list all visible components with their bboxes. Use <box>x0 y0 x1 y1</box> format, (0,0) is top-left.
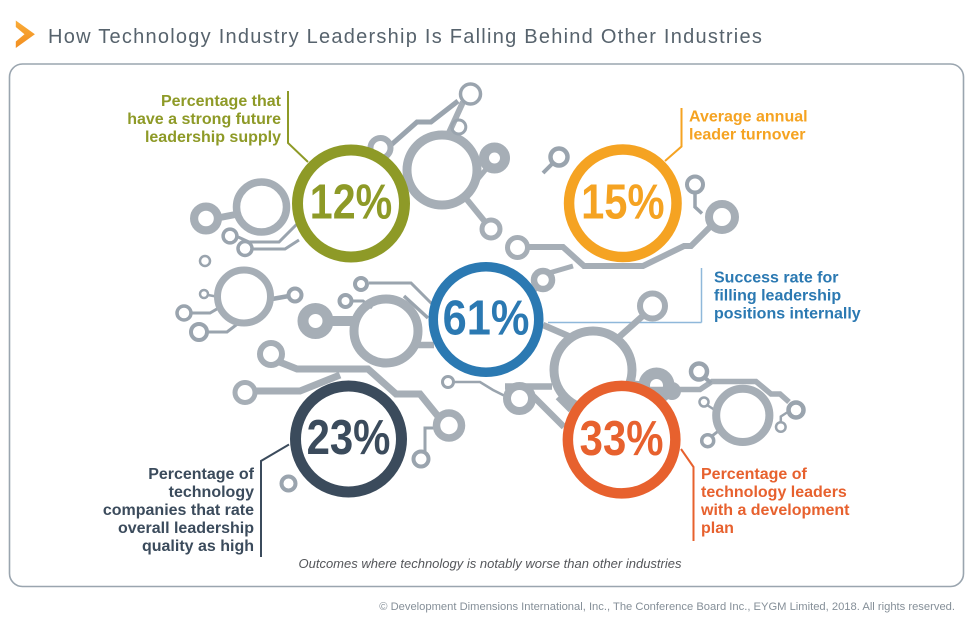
svg-text:filling leadership: filling leadership <box>714 288 841 305</box>
svg-text:leader turnover: leader turnover <box>689 127 805 144</box>
svg-text:with a development: with a development <box>700 502 850 519</box>
svg-text:Percentage that: Percentage that <box>161 93 282 110</box>
svg-text:15%: 15% <box>581 174 664 229</box>
svg-text:23%: 23% <box>307 410 391 465</box>
svg-text:How Technology Industry Leader: How Technology Industry Leadership Is Fa… <box>48 26 763 48</box>
svg-text:technology: technology <box>169 484 254 501</box>
svg-text:Success rate for: Success rate for <box>714 270 839 287</box>
svg-text:have a strong future: have a strong future <box>127 111 281 128</box>
svg-text:quality as high: quality as high <box>142 538 254 555</box>
svg-text:plan: plan <box>701 520 734 537</box>
svg-text:61%: 61% <box>443 290 530 345</box>
svg-text:leadership supply: leadership supply <box>145 129 281 146</box>
svg-text:Percentage of: Percentage of <box>701 466 807 483</box>
svg-text:companies that rate: companies that rate <box>103 502 254 519</box>
svg-text:Average annual: Average annual <box>689 109 808 126</box>
svg-text:positions internally: positions internally <box>714 306 861 323</box>
svg-text:Percentage of: Percentage of <box>148 466 254 483</box>
svg-text:12%: 12% <box>310 174 392 229</box>
svg-text:33%: 33% <box>580 411 664 466</box>
svg-text:© Development Dimensions Inter: © Development Dimensions International, … <box>379 601 955 613</box>
svg-text:technology leaders: technology leaders <box>701 484 847 501</box>
svg-text:Outcomes where technology is n: Outcomes where technology is notably wor… <box>299 556 682 571</box>
svg-text:overall leadership: overall leadership <box>118 520 254 537</box>
